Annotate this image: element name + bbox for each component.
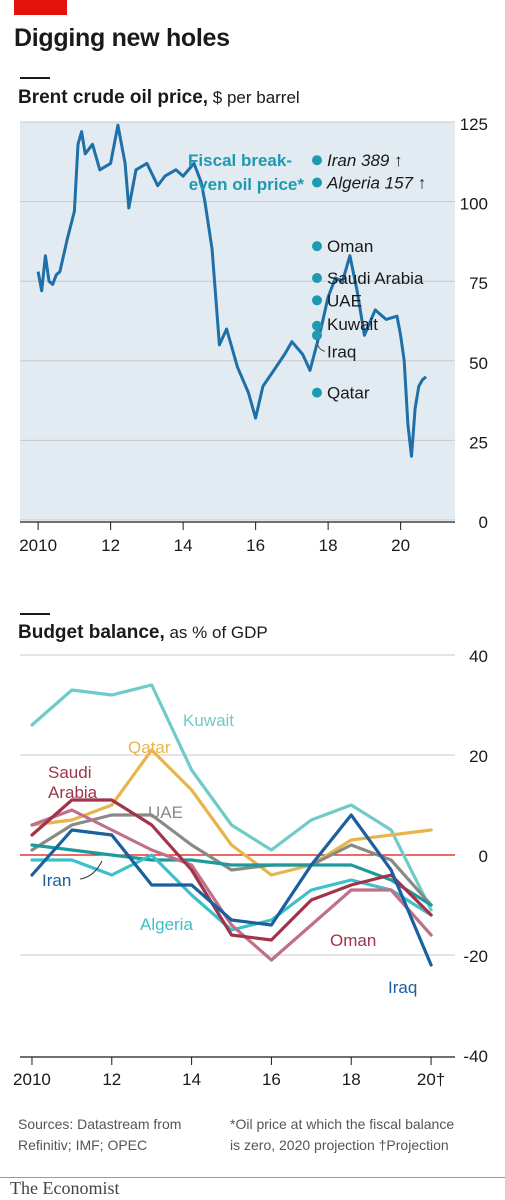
- y-tick-label: 25: [469, 433, 488, 452]
- series-line-qatar: [30, 748, 433, 877]
- breakeven-label: Iran 389 ↑: [327, 151, 403, 170]
- economist-red-tag: [14, 0, 67, 15]
- label-qatar: Qatar: [128, 738, 171, 757]
- x-tick-label: 18: [342, 1070, 361, 1089]
- breakeven-title-line2: even oil price*: [189, 175, 305, 194]
- panel1-title-unit: $ per barrel: [208, 88, 300, 107]
- brent-price-line: [36, 123, 427, 458]
- breakeven-dot: [312, 295, 322, 306]
- breakeven-label: Kuwait: [327, 315, 378, 334]
- series-line-oman: [30, 808, 433, 962]
- label-saudi-line2: Arabia: [48, 783, 98, 802]
- x-tick-label: 12: [101, 536, 120, 555]
- panel2-title-bold: Budget balance,: [18, 622, 165, 643]
- y-tick-label: 0: [479, 847, 488, 866]
- footnote-line-2: is zero, 2020 projection †Projection: [230, 1137, 449, 1153]
- iran-leader-line: [79, 860, 103, 880]
- series-line-saudi: [30, 798, 433, 942]
- footnote: *Oil price at which the fiscal balance i…: [230, 1114, 454, 1156]
- breakeven-label: UAE: [327, 291, 362, 310]
- y-tick-label: 75: [469, 274, 488, 293]
- brent-oil-price-chart: 125 100 75 50 25 0 2010 12 14 16 18 20 Fiscal break-…: [19, 115, 488, 555]
- panel2-title-unit: as % of GDP: [164, 623, 268, 642]
- breakeven-label: Oman: [327, 237, 373, 256]
- label-uae: UAE: [148, 803, 183, 822]
- label-algeria: Algeria: [140, 915, 193, 934]
- breakeven-label: Iraq: [327, 342, 356, 361]
- x-tick-label: 20: [391, 536, 410, 555]
- panel1-rule: [20, 77, 50, 79]
- series-line-iraq: [30, 813, 433, 967]
- breakeven-label: Saudi Arabia: [327, 269, 424, 288]
- x-tick-label: 20†: [417, 1070, 445, 1089]
- sources-line-2: Refinitiv; IMF; OPEC: [18, 1137, 148, 1153]
- budget-balance-chart: 40 20 0 -20 -40 2010 12 14 16 18 20† Kuwait Qatar Sau…: [13, 647, 488, 1089]
- sources-line-1: Sources: Datastream from: [18, 1116, 182, 1132]
- economist-brand: The Economist: [10, 1178, 120, 1198]
- label-iraq: Iraq: [388, 978, 417, 997]
- series-line-uae: [30, 813, 433, 907]
- footnote-line-1: *Oil price at which the fiscal balance: [230, 1116, 455, 1132]
- series-line-iran: [30, 843, 433, 907]
- chart-headline: Digging new holes: [14, 24, 230, 52]
- y-tick-label: -40: [463, 1047, 488, 1066]
- breakeven-dot: [312, 330, 322, 341]
- y-tick-label: 40: [469, 647, 488, 666]
- y-tick-label: 50: [469, 354, 488, 373]
- x-tick-label: 14: [174, 536, 193, 555]
- y-tick-label: -20: [463, 947, 488, 966]
- x-tick-label: 2010: [19, 536, 57, 555]
- panel2-title: Budget balance, as % of GDP: [18, 622, 268, 644]
- breakeven-label: Qatar: [327, 384, 370, 403]
- label-kuwait: Kuwait: [183, 711, 234, 730]
- series-line-algeria: [30, 853, 433, 932]
- series-line-kuwait: [30, 683, 433, 912]
- x-tick-label: 18: [319, 536, 338, 555]
- breakeven-dot: [312, 273, 322, 284]
- x-tick-label: 14: [182, 1070, 201, 1089]
- y-tick-label: 20: [469, 747, 488, 766]
- x-tick-label: 12: [102, 1070, 121, 1089]
- label-oman: Oman: [330, 931, 376, 950]
- sources-note: Sources: Datastream from Refinitiv; IMF;…: [18, 1114, 181, 1156]
- breakeven-label: Algeria 157 ↑: [326, 173, 426, 192]
- breakeven-title-line1: Fiscal break-: [188, 151, 292, 170]
- x-tick-label: 16: [246, 536, 265, 555]
- panel1-title: Brent crude oil price, $ per barrel: [18, 87, 300, 109]
- iraq-leader-line: [316, 339, 326, 352]
- breakeven-dot: [312, 241, 322, 252]
- x-tick-label: 2010: [13, 1070, 51, 1089]
- y-tick-label: 125: [460, 115, 488, 134]
- breakeven-dot: [312, 155, 322, 166]
- label-saudi-line1: Saudi: [48, 763, 91, 782]
- breakeven-dot: [312, 177, 322, 188]
- y-tick-label: 0: [479, 513, 488, 532]
- x-tick-label: 16: [262, 1070, 281, 1089]
- panel2-rule: [20, 613, 50, 615]
- panel1-title-bold: Brent crude oil price,: [18, 87, 209, 108]
- breakeven-dot: [312, 320, 322, 331]
- breakeven-dot: [312, 387, 322, 398]
- plot-background: [20, 122, 455, 520]
- y-tick-label: 100: [460, 195, 488, 214]
- label-iran: Iran: [42, 871, 71, 890]
- brand-divider: [0, 1177, 505, 1178]
